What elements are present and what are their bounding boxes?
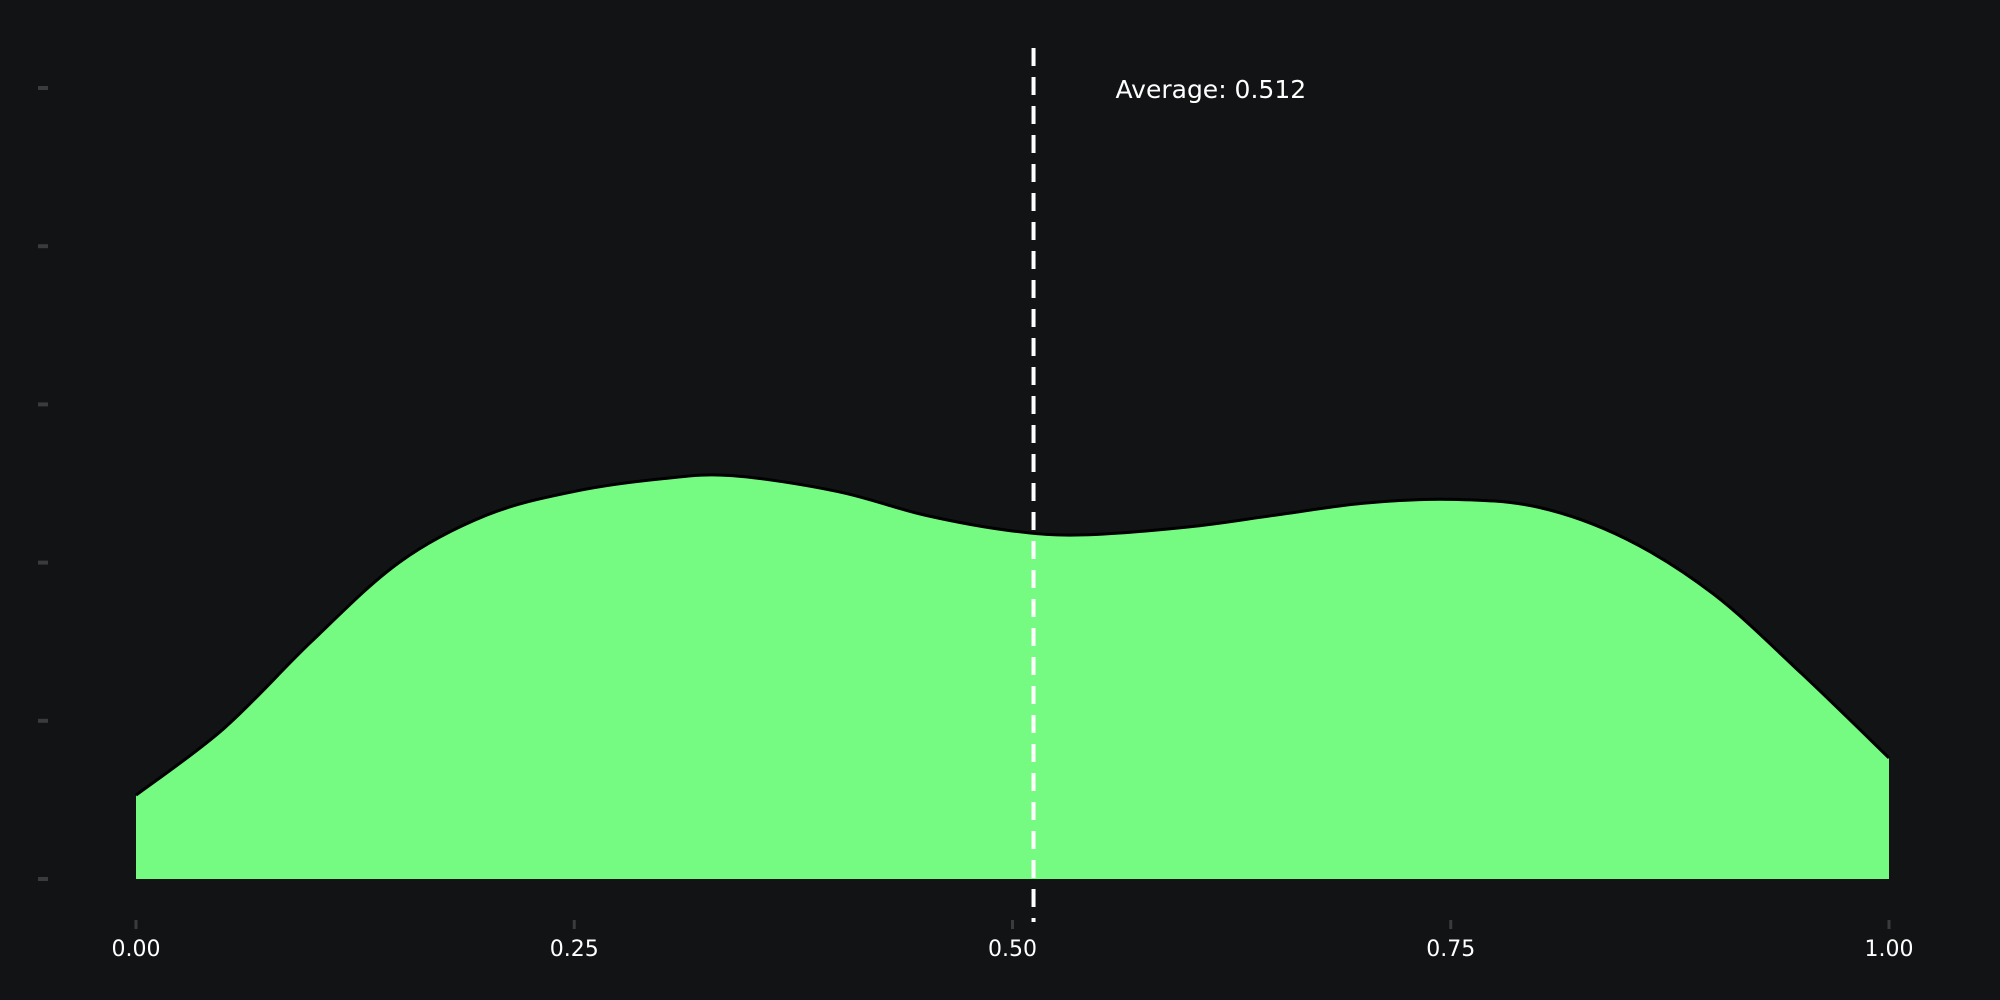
x-axis-ticks: 0.00 0.25 0.50 0.75 1.00	[112, 920, 1914, 962]
y-axis-ticks	[38, 86, 48, 881]
density-area	[136, 474, 1889, 879]
x-tick-label: 0.50	[988, 937, 1037, 962]
x-tick-label: 1.00	[1865, 937, 1914, 962]
density-outline	[135, 473, 1891, 797]
x-tick-label: 0.00	[112, 937, 161, 962]
x-tick-label: 0.25	[550, 937, 599, 962]
x-tick-label: 0.75	[1426, 937, 1475, 962]
average-label: Average: 0.512	[1116, 75, 1307, 104]
